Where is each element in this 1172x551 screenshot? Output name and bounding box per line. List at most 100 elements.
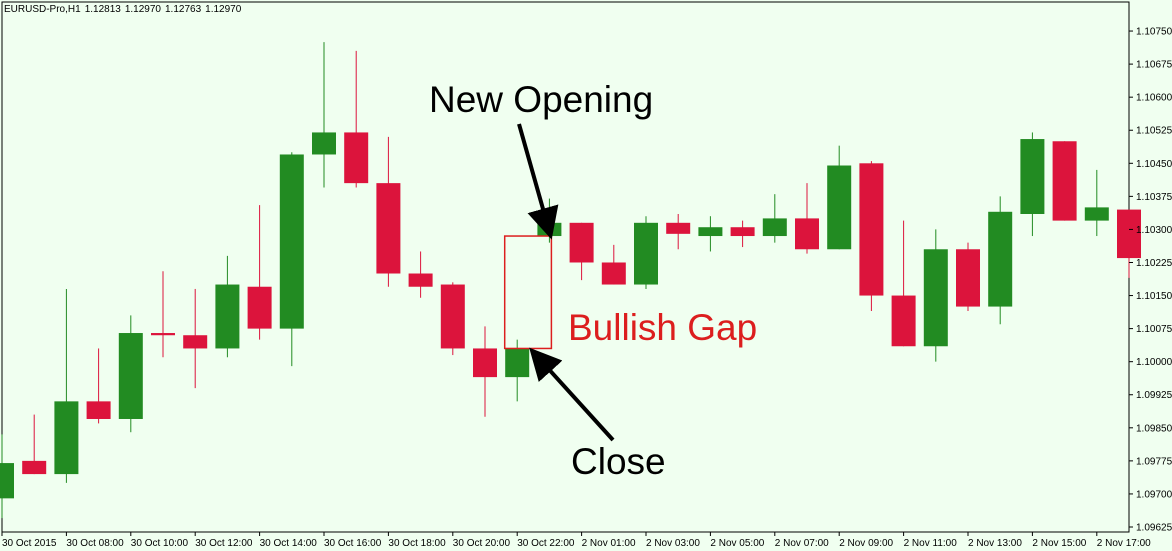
candle: [1084, 169, 1109, 237]
bull-candle-body: [988, 211, 1013, 307]
candle: [408, 251, 433, 298]
bullish-gap-label: Bullish Gap: [568, 307, 757, 348]
bull-candle-body: [827, 165, 852, 250]
bull-candle-body: [118, 333, 143, 419]
close-arrow: [529, 347, 615, 442]
candle: [473, 326, 497, 417]
candle: [344, 50, 369, 188]
candle: [698, 216, 723, 252]
bull-candle-body: [279, 154, 304, 329]
y-tick-label: 1.10300: [1136, 225, 1172, 236]
candle: [730, 220, 755, 248]
candle: [183, 288, 208, 389]
y-tick-label: 1.10225: [1136, 258, 1172, 269]
candle: [891, 220, 916, 347]
y-tick-label: 1.10150: [1136, 291, 1172, 302]
bear-candle-body: [183, 335, 208, 349]
bull-candle-body: [698, 227, 723, 237]
candle: [279, 152, 304, 367]
y-tick-label: 1.10525: [1136, 126, 1172, 137]
candle: [666, 213, 691, 250]
candle: [376, 136, 401, 287]
x-tick-label: 2 Nov 13:00: [968, 538, 1022, 549]
close-label: Close: [571, 441, 666, 482]
bull-candle-body: [312, 132, 336, 155]
y-tick-label: 1.10675: [1136, 60, 1172, 71]
bear-candle-body: [440, 284, 465, 349]
close-value: 1.12970: [205, 4, 242, 15]
y-tick-label: 1.10600: [1136, 93, 1172, 104]
new-opening-label: New Opening: [429, 79, 653, 120]
candle: [923, 229, 948, 362]
candle: [859, 161, 884, 311]
y-tick-label: 1.09775: [1136, 456, 1172, 467]
candle: [956, 242, 980, 311]
bear-candle-body: [795, 218, 819, 250]
candle: [1020, 132, 1045, 237]
bull-candle-body: [0, 463, 14, 499]
bear-candle-body: [666, 222, 691, 234]
x-tick-label: 30 Oct 12:00: [195, 538, 253, 549]
gap-box: [503, 235, 553, 350]
candle: [1117, 209, 1141, 278]
symbol-label: EURUSD-Pro,H1: [4, 4, 81, 15]
candle: [1052, 141, 1077, 221]
y-tick-label: 1.10750: [1136, 27, 1172, 38]
y-tick-label: 1.10450: [1136, 159, 1172, 170]
bull-candle-body: [634, 222, 658, 285]
y-tick-label: 1.10075: [1136, 324, 1172, 335]
y-tick-label: 1.09700: [1136, 489, 1172, 500]
symbol-header: EURUSD-Pro,H1 1.12813 1.12970 1.12763 1.1297…: [4, 4, 245, 15]
candle: [118, 315, 143, 433]
x-tick-label: 2 Nov 07:00: [775, 538, 829, 549]
bull-candle-body: [762, 218, 787, 237]
bear-candle-body: [601, 262, 626, 285]
candle: [86, 348, 111, 424]
bear-candle-body: [859, 163, 884, 296]
candle: [988, 196, 1013, 325]
x-tick-label: 2 Nov 03:00: [646, 538, 700, 549]
bear-candle-body: [22, 460, 47, 475]
bear-candle-body: [569, 222, 594, 263]
candle: [634, 216, 658, 289]
bull-candle-body: [923, 249, 948, 347]
candle: [569, 222, 594, 281]
candle: [505, 339, 530, 402]
bear-candle-body: [1052, 141, 1077, 221]
bull-candle-body: [54, 401, 79, 475]
candle: [827, 145, 852, 250]
y-tick-label: 1.09850: [1136, 423, 1172, 434]
bear-candle-body: [956, 249, 980, 307]
bull-candle-body: [1020, 139, 1045, 214]
bear-candle-body: [376, 183, 401, 274]
open-value: 1.12813: [84, 4, 121, 15]
x-tick-label: 2 Nov 09:00: [839, 538, 893, 549]
bull-candle-body: [505, 348, 530, 378]
bear-candle-body: [408, 273, 433, 287]
candle: [54, 288, 79, 483]
candle: [22, 414, 47, 475]
x-tick-label: 30 Oct 22:00: [517, 538, 575, 549]
x-tick-label: 30 Oct 10:00: [131, 538, 189, 549]
x-tick-label: 2 Nov 11:00: [904, 538, 958, 549]
x-tick-label: 2 Nov 15:00: [1032, 538, 1086, 549]
bear-candle-body: [1117, 209, 1141, 259]
candle: [0, 434, 14, 519]
candle: [762, 194, 787, 243]
bull-candle-body: [215, 284, 240, 349]
x-axis: 30 Oct 2015 30 Oct 08:00 30 Oct 10:00 30 Oc…: [1, 532, 1151, 549]
candle: [795, 183, 819, 254]
annotations: New Opening Close Bullish Gap: [429, 79, 757, 482]
bull-candle-body: [1084, 207, 1109, 221]
candle: [247, 205, 272, 340]
bear-candle-body: [151, 333, 175, 336]
y-tick-label: 1.10000: [1136, 357, 1172, 368]
new-opening-arrow: [517, 123, 559, 240]
x-tick-label: 30 Oct 14:00: [260, 538, 318, 549]
y-axis: 1.10750 1.10675 1.10600 1.10525 1.10450 1.103…: [1129, 27, 1172, 534]
candle: [215, 255, 240, 358]
bear-candle-body: [473, 348, 497, 378]
low-value: 1.12763: [165, 4, 202, 15]
candle: [312, 42, 336, 188]
